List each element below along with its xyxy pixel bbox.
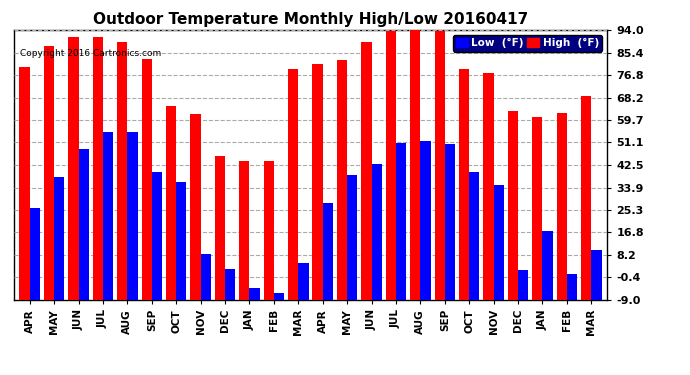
- Bar: [557, 112, 567, 300]
- Bar: [445, 144, 455, 300]
- Bar: [128, 132, 137, 300]
- Bar: [591, 250, 602, 300]
- Bar: [337, 60, 347, 300]
- Bar: [152, 171, 162, 300]
- Bar: [44, 46, 54, 300]
- Bar: [68, 36, 79, 300]
- Bar: [567, 274, 577, 300]
- Bar: [92, 36, 103, 300]
- Bar: [362, 42, 371, 300]
- Bar: [141, 59, 152, 300]
- Bar: [215, 156, 225, 300]
- Bar: [581, 96, 591, 300]
- Bar: [190, 114, 201, 300]
- Bar: [371, 164, 382, 300]
- Bar: [274, 294, 284, 300]
- Bar: [225, 268, 235, 300]
- Bar: [435, 31, 445, 300]
- Bar: [323, 203, 333, 300]
- Legend: Low  (°F), High  (°F): Low (°F), High (°F): [453, 35, 602, 51]
- Bar: [19, 67, 30, 300]
- Bar: [201, 254, 211, 300]
- Bar: [542, 231, 553, 300]
- Bar: [288, 69, 298, 300]
- Bar: [250, 288, 259, 300]
- Bar: [459, 69, 469, 300]
- Bar: [493, 184, 504, 300]
- Bar: [386, 31, 396, 300]
- Bar: [264, 161, 274, 300]
- Bar: [176, 182, 186, 300]
- Bar: [347, 176, 357, 300]
- Bar: [396, 143, 406, 300]
- Bar: [103, 132, 113, 300]
- Bar: [313, 64, 323, 300]
- Bar: [30, 208, 40, 300]
- Bar: [518, 270, 529, 300]
- Bar: [410, 30, 420, 300]
- Bar: [508, 111, 518, 300]
- Bar: [166, 106, 176, 300]
- Title: Outdoor Temperature Monthly High/Low 20160417: Outdoor Temperature Monthly High/Low 201…: [93, 12, 528, 27]
- Bar: [54, 177, 64, 300]
- Bar: [532, 117, 542, 300]
- Bar: [420, 141, 431, 300]
- Bar: [79, 149, 89, 300]
- Bar: [298, 263, 308, 300]
- Bar: [239, 161, 250, 300]
- Bar: [117, 42, 128, 300]
- Bar: [484, 73, 493, 300]
- Bar: [469, 171, 480, 300]
- Text: Copyright 2016 Cartronics.com: Copyright 2016 Cartronics.com: [20, 49, 161, 58]
